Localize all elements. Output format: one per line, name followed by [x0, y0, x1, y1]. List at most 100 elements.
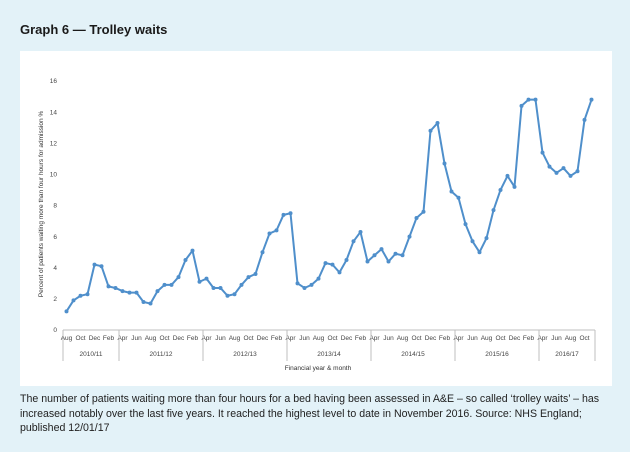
y-tick-label: 8 [53, 203, 57, 210]
x-tick-label: Apr [453, 335, 464, 342]
data-point [302, 285, 307, 290]
data-point [169, 282, 174, 287]
data-point [428, 128, 433, 133]
data-point [232, 292, 237, 297]
data-point [589, 97, 594, 102]
chart-panel: 0 2 4 6 8 10 12 14 16 Aug Oct Dec Feb Apr Jun Aug Oct De… [20, 51, 612, 386]
x-tick-label: Apr [201, 335, 212, 342]
data-point [267, 231, 272, 236]
data-point [379, 247, 384, 252]
data-point [470, 239, 475, 244]
data-point [218, 285, 223, 290]
x-tick-label: Oct [495, 335, 505, 342]
x-tick-label: Feb [271, 335, 283, 342]
data-point [337, 270, 342, 275]
x-tick-label: Jun [299, 335, 310, 342]
data-point [393, 251, 398, 256]
y-axis-title: Percent of patients waiting more than fo… [38, 111, 45, 298]
x-tick-label: Feb [187, 335, 199, 342]
data-point [176, 275, 181, 280]
data-point [127, 290, 132, 295]
data-point [449, 189, 454, 194]
data-point [183, 257, 188, 262]
x-tick-label: Apr [285, 335, 296, 342]
data-point [505, 173, 510, 178]
x-tick-label: Apr [117, 335, 128, 342]
data-point [274, 228, 279, 233]
x-tick-label: Feb [439, 335, 451, 342]
data-point [316, 276, 321, 281]
data-point [225, 293, 230, 298]
data-point [554, 170, 559, 175]
data-point [491, 208, 496, 213]
year-group-label: 2016/17 [555, 351, 579, 358]
year-group-label: 2013/14 [317, 351, 341, 358]
data-point [351, 239, 356, 244]
data-point [71, 298, 76, 303]
x-tick-label: Oct [159, 335, 169, 342]
x-tick-label: Aug [565, 335, 577, 342]
data-point [372, 253, 377, 258]
x-tick-label: Feb [523, 335, 535, 342]
data-point [211, 285, 216, 290]
x-tick-label: Jun [383, 335, 394, 342]
x-tick-label: Dec [341, 335, 353, 342]
x-tick-label: Apr [369, 335, 380, 342]
data-point [386, 259, 391, 264]
data-point [519, 103, 524, 108]
x-tick-label: Jun [131, 335, 142, 342]
year-group-label: 2015/16 [485, 351, 509, 358]
data-point [197, 279, 202, 284]
x-tick-label: Dec [89, 335, 101, 342]
y-tick-label: 6 [53, 234, 57, 241]
x-tick-label: Jun [551, 335, 562, 342]
data-point [148, 301, 153, 306]
x-tick-label: Aug [61, 335, 73, 342]
year-group-label: 2014/15 [401, 351, 425, 358]
data-point [134, 290, 139, 295]
data-point [540, 150, 545, 155]
y-tick-label: 4 [53, 265, 57, 272]
data-point [253, 271, 258, 276]
data-point [463, 222, 468, 227]
x-tick-label: Dec [173, 335, 185, 342]
data-point [568, 173, 573, 178]
series-line [65, 98, 593, 312]
chart-heading: Graph 6 — Trolley waits [20, 22, 168, 37]
data-point [330, 262, 335, 267]
y-tick-label: 16 [50, 78, 58, 85]
y-tick-label: 12 [50, 140, 58, 147]
x-axis: Aug Oct Dec Feb Apr Jun Aug Oct Dec Feb Apr Jun Aug O… [61, 329, 596, 361]
data-point [141, 299, 146, 304]
data-point [155, 289, 160, 294]
x-tick-label: Feb [103, 335, 115, 342]
data-point [295, 281, 300, 286]
data-point [575, 169, 580, 174]
year-group-label: 2011/12 [149, 351, 172, 358]
x-tick-label: Aug [313, 335, 325, 342]
data-point [190, 248, 195, 253]
x-tick-label: Oct [327, 335, 337, 342]
data-point [421, 209, 426, 214]
x-tick-label: Feb [355, 335, 367, 342]
data-point [484, 236, 489, 241]
y-axis: 0 2 4 6 8 10 12 14 16 [50, 78, 58, 334]
year-group-label: 2010/11 [79, 351, 102, 358]
data-point [120, 289, 125, 294]
data-point [92, 262, 97, 267]
data-point [400, 253, 405, 258]
data-point [512, 184, 517, 189]
data-point [323, 261, 328, 266]
data-point [547, 164, 552, 169]
data-point [281, 212, 286, 217]
data-point [204, 276, 209, 281]
data-point [533, 97, 538, 102]
x-tick-label: Dec [425, 335, 437, 342]
data-point [162, 282, 167, 287]
data-point [526, 97, 531, 102]
data-point [365, 259, 370, 264]
x-tick-label: Dec [509, 335, 521, 342]
data-point [113, 285, 118, 290]
y-tick-label: 14 [50, 109, 58, 116]
